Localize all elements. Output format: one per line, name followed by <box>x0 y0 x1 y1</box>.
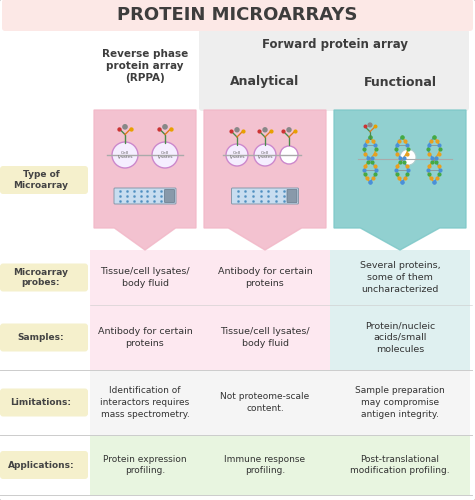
Circle shape <box>254 144 276 166</box>
Text: Cell
lysates: Cell lysates <box>257 150 273 160</box>
FancyBboxPatch shape <box>164 190 174 202</box>
Text: Protein/nucleic
acids/small
molecules: Protein/nucleic acids/small molecules <box>365 321 435 354</box>
Text: Limitations:: Limitations: <box>10 398 72 407</box>
FancyBboxPatch shape <box>0 324 88 351</box>
Text: Type of
Microarray: Type of Microarray <box>13 170 68 190</box>
Text: Sample preparation
may compromise
antigen integrity.: Sample preparation may compromise antige… <box>355 386 445 419</box>
Bar <box>90 250 200 370</box>
Polygon shape <box>94 110 196 250</box>
Text: Cell
lysates: Cell lysates <box>117 150 133 160</box>
Bar <box>90 370 470 435</box>
Text: Antibody for certain
proteins: Antibody for certain proteins <box>218 267 313 288</box>
Text: Forward protein array: Forward protein array <box>262 38 408 51</box>
Circle shape <box>280 146 298 164</box>
FancyBboxPatch shape <box>0 451 88 479</box>
Circle shape <box>163 124 167 129</box>
FancyBboxPatch shape <box>231 188 298 204</box>
Bar <box>90 435 470 495</box>
Text: Post-translational
modification profiling.: Post-translational modification profilin… <box>350 454 450 475</box>
Circle shape <box>235 128 239 132</box>
Circle shape <box>152 142 178 168</box>
Text: Applications:: Applications: <box>8 460 74 469</box>
Text: Identification of
interactors requires
mass spectrometry.: Identification of interactors requires m… <box>100 386 190 419</box>
FancyBboxPatch shape <box>0 388 88 416</box>
Text: Analytical: Analytical <box>230 76 300 88</box>
FancyBboxPatch shape <box>199 29 469 111</box>
FancyBboxPatch shape <box>114 188 176 204</box>
Text: Reverse phase
protein array
(RPPA): Reverse phase protein array (RPPA) <box>102 50 188 82</box>
Text: Tissue/cell lysates/
body fluid: Tissue/cell lysates/ body fluid <box>220 327 310 348</box>
Circle shape <box>112 142 138 168</box>
Bar <box>200 250 330 370</box>
Circle shape <box>287 128 291 132</box>
Circle shape <box>400 149 416 165</box>
FancyBboxPatch shape <box>0 166 88 194</box>
Text: Samples:: Samples: <box>18 333 64 342</box>
Text: Several proteins,
some of them
uncharacterized: Several proteins, some of them uncharact… <box>360 261 440 294</box>
Text: Antibody for certain
proteins: Antibody for certain proteins <box>98 327 192 348</box>
Circle shape <box>226 144 248 166</box>
Text: Microarray
probes:: Microarray probes: <box>13 268 68 287</box>
Text: Tissue/cell lysates/
body fluid: Tissue/cell lysates/ body fluid <box>100 267 190 288</box>
Text: Not proteome-scale
content.: Not proteome-scale content. <box>220 392 310 413</box>
Polygon shape <box>334 110 466 250</box>
Circle shape <box>368 123 372 127</box>
Text: Functional: Functional <box>363 76 437 88</box>
Circle shape <box>123 124 127 129</box>
Text: Cell
lysates: Cell lysates <box>229 150 245 160</box>
FancyBboxPatch shape <box>0 264 88 291</box>
FancyBboxPatch shape <box>287 190 297 202</box>
Text: Protein expression
profiling.: Protein expression profiling. <box>103 454 187 475</box>
Bar <box>330 250 470 370</box>
FancyBboxPatch shape <box>2 0 473 31</box>
Text: PROTEIN MICROARRAYS: PROTEIN MICROARRAYS <box>117 6 357 24</box>
Text: Cell
lysates: Cell lysates <box>157 150 173 160</box>
Text: Immune response
profiling.: Immune response profiling. <box>224 454 305 475</box>
Circle shape <box>263 128 267 132</box>
Polygon shape <box>204 110 326 250</box>
